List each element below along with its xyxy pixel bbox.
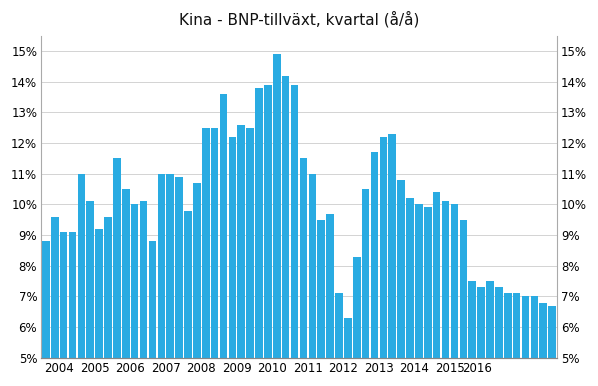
Bar xyxy=(398,180,405,386)
Bar xyxy=(255,88,263,386)
Bar xyxy=(166,174,174,386)
Bar xyxy=(291,85,298,386)
Bar xyxy=(495,287,503,386)
Bar xyxy=(175,177,183,386)
Bar xyxy=(548,306,556,386)
Bar xyxy=(530,296,538,386)
Bar xyxy=(149,241,156,386)
Bar xyxy=(459,220,467,386)
Bar xyxy=(246,128,254,386)
Bar xyxy=(104,217,112,386)
Bar xyxy=(424,207,432,386)
Bar xyxy=(193,183,200,386)
Bar xyxy=(362,189,370,386)
Bar xyxy=(406,198,414,386)
Bar xyxy=(504,293,511,386)
Bar xyxy=(380,137,387,386)
Bar xyxy=(228,137,236,386)
Bar xyxy=(264,85,271,386)
Bar xyxy=(433,192,441,386)
Bar xyxy=(300,158,307,386)
Bar xyxy=(371,152,379,386)
Bar xyxy=(282,76,289,386)
Bar xyxy=(140,201,147,386)
Bar xyxy=(344,318,352,386)
Bar xyxy=(219,94,227,386)
Bar xyxy=(42,241,50,386)
Bar xyxy=(327,213,334,386)
Bar xyxy=(122,189,130,386)
Bar xyxy=(95,229,103,386)
Bar xyxy=(113,158,121,386)
Bar xyxy=(353,257,361,386)
Bar xyxy=(202,128,209,386)
Bar xyxy=(211,128,218,386)
Bar xyxy=(273,54,280,386)
Bar xyxy=(521,296,529,386)
Bar xyxy=(184,210,192,386)
Bar xyxy=(486,281,494,386)
Bar xyxy=(309,174,316,386)
Bar xyxy=(318,220,325,386)
Bar xyxy=(335,293,343,386)
Bar xyxy=(513,293,520,386)
Bar xyxy=(539,303,547,386)
Bar xyxy=(442,201,449,386)
Bar xyxy=(468,281,476,386)
Bar xyxy=(87,201,94,386)
Bar xyxy=(69,232,77,386)
Bar xyxy=(415,205,423,386)
Bar xyxy=(157,174,165,386)
Bar xyxy=(51,217,59,386)
Bar xyxy=(477,287,485,386)
Bar xyxy=(60,232,68,386)
Bar xyxy=(451,205,458,386)
Bar xyxy=(78,174,85,386)
Title: Kina - BNP-tillväxt, kvartal (å/å): Kina - BNP-tillväxt, kvartal (å/å) xyxy=(179,11,419,28)
Bar xyxy=(237,125,245,386)
Bar xyxy=(389,134,396,386)
Bar xyxy=(131,205,139,386)
